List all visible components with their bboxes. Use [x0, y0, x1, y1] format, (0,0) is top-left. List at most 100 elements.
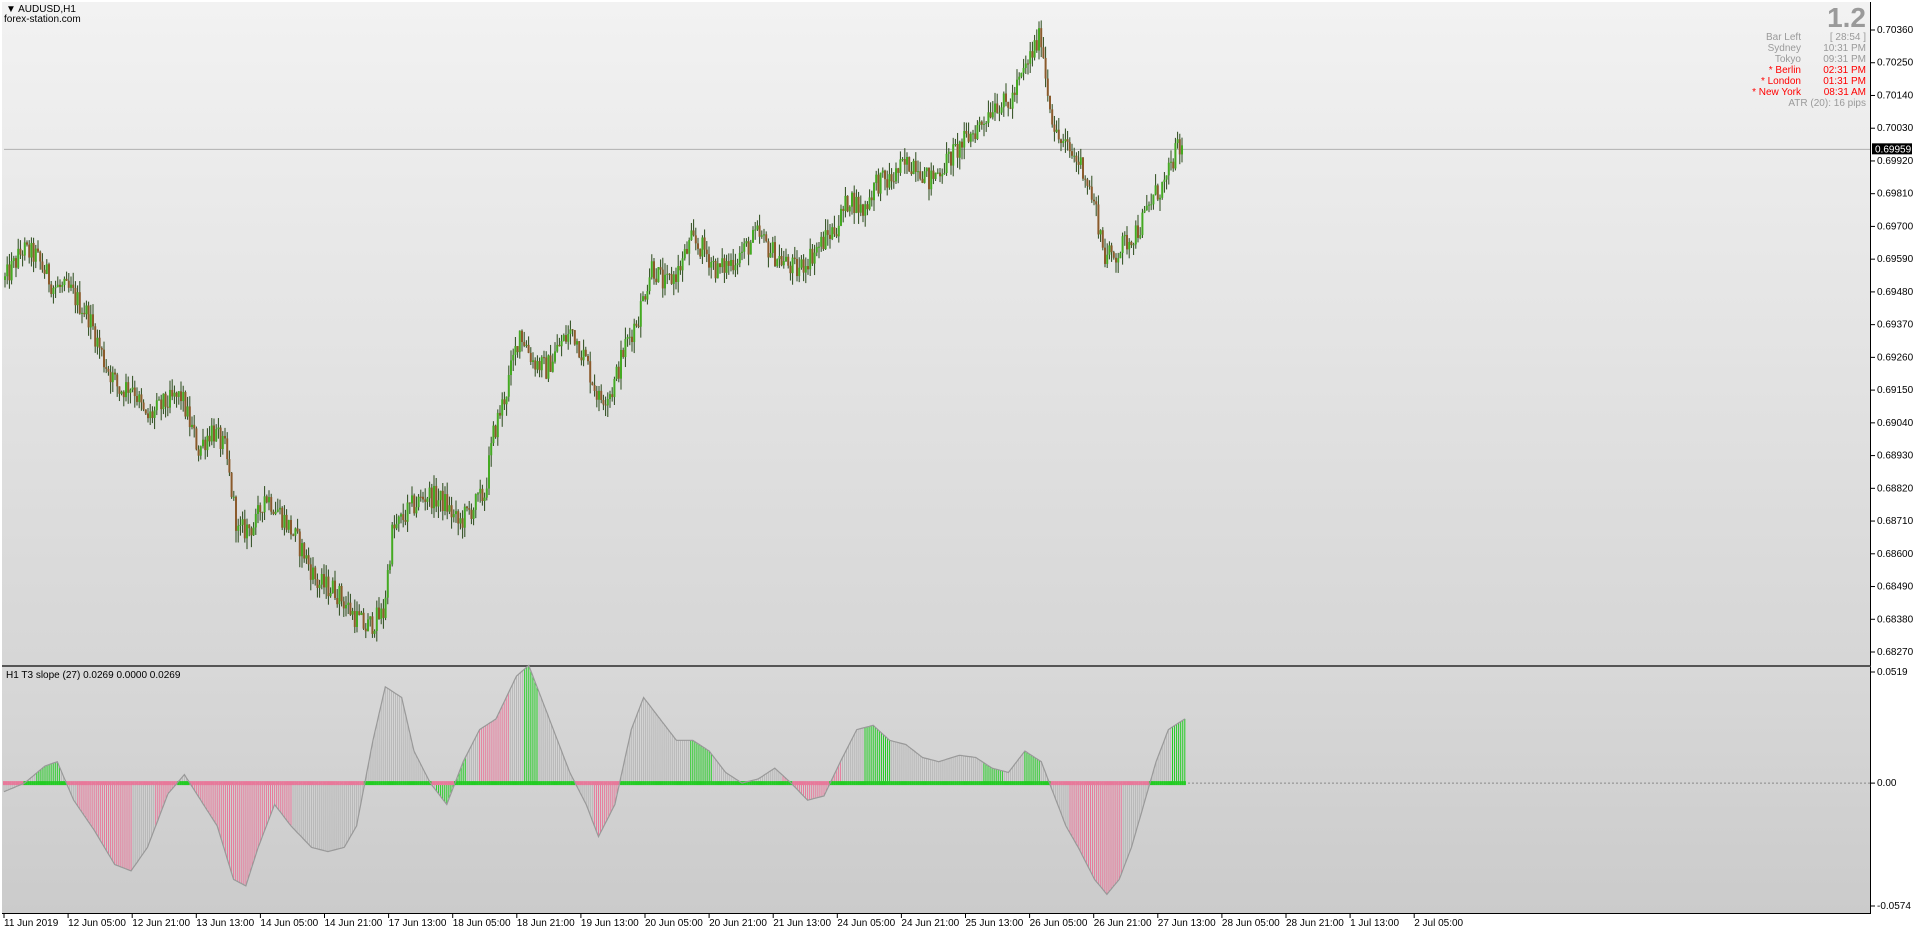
trend-band	[89, 781, 92, 786]
price-chart-panel[interactable]	[2, 2, 1871, 667]
trend-band	[927, 781, 930, 786]
trend-band	[529, 781, 532, 786]
candle-body	[78, 292, 81, 314]
trend-band	[970, 781, 973, 786]
trend-band	[242, 781, 245, 786]
trend-band	[695, 781, 698, 786]
candle-body	[991, 112, 994, 118]
trend-band	[1034, 781, 1037, 786]
candle-body	[259, 505, 262, 513]
candle-body	[263, 496, 266, 513]
trend-band	[978, 781, 981, 786]
candle-body	[1165, 175, 1168, 180]
trend-band	[285, 781, 288, 786]
candle-body	[628, 336, 631, 338]
candle-body	[855, 196, 858, 214]
candle-body	[444, 494, 446, 512]
candle-body	[111, 372, 114, 383]
trend-band	[1093, 781, 1096, 786]
trend-band	[203, 781, 206, 786]
candle-body	[503, 399, 506, 405]
candle-body	[963, 130, 966, 148]
trend-band	[1173, 781, 1176, 786]
trend-band	[806, 781, 809, 786]
candle-body	[296, 528, 299, 532]
symbol-title[interactable]: ▼ AUDUSD,H1	[6, 4, 76, 15]
trend-band	[132, 781, 135, 786]
candle-body	[820, 236, 823, 247]
candle-body	[340, 585, 343, 602]
current-price-label: 0.69959	[1875, 144, 1912, 155]
candle-body	[930, 170, 933, 190]
trend-band	[937, 781, 940, 786]
candle-body	[518, 330, 521, 353]
trend-band	[466, 781, 469, 786]
trend-band	[1032, 781, 1035, 786]
candle-body	[1108, 245, 1111, 255]
candle-body	[835, 234, 838, 237]
trend-band	[726, 781, 729, 786]
candle-body	[908, 156, 911, 172]
trend-band	[1120, 781, 1123, 786]
price-tick-label: 0.68380	[1877, 614, 1914, 625]
candle-body	[829, 234, 831, 239]
candle-body	[505, 396, 508, 405]
trend-band	[669, 781, 672, 786]
trend-band	[386, 781, 389, 786]
indicator-axis: 0.0519 0.00 -0.0574	[1871, 667, 1911, 912]
candle-body	[125, 382, 127, 398]
candle-body	[285, 514, 288, 530]
trend-band	[925, 781, 928, 786]
trend-band	[521, 781, 524, 786]
time-tick-label: 18 Jun 05:00	[453, 918, 511, 929]
trend-band	[964, 781, 967, 786]
candle-body	[1145, 205, 1148, 211]
trend-band	[646, 781, 649, 786]
candle-body	[1016, 79, 1018, 95]
trend-band	[556, 781, 559, 786]
trend-band	[1077, 781, 1080, 786]
session-time: 02:31 PM	[1823, 65, 1866, 76]
candle-body	[879, 172, 882, 194]
trend-band	[548, 781, 551, 786]
candle-body	[30, 242, 33, 258]
candle-body	[160, 399, 163, 410]
trend-band	[564, 781, 567, 786]
trend-band	[827, 781, 830, 786]
candle-body	[470, 509, 473, 519]
candle-body	[516, 346, 519, 353]
trend-band	[193, 781, 196, 786]
trend-band	[724, 781, 727, 786]
trend-band	[730, 781, 733, 786]
trend-band	[9, 781, 12, 786]
trend-band	[351, 781, 354, 786]
trend-band	[35, 781, 38, 786]
candle-body	[186, 406, 189, 417]
candle-body	[1075, 155, 1078, 162]
trend-band	[892, 781, 895, 786]
candle-body	[617, 366, 620, 379]
candle-body	[895, 168, 897, 182]
trend-band	[1103, 781, 1106, 786]
trend-band	[1130, 781, 1133, 786]
trend-band	[648, 781, 651, 786]
candle-body	[1178, 139, 1181, 155]
trend-band	[1114, 781, 1117, 786]
candle-body	[37, 248, 39, 252]
trend-band	[999, 781, 1002, 786]
dropdown-icon[interactable]: ▼	[6, 4, 19, 15]
candle-body	[155, 400, 158, 411]
candle-body	[615, 366, 618, 380]
candle-body	[199, 446, 202, 456]
trend-band	[29, 781, 32, 786]
trend-band	[1083, 781, 1086, 786]
candle-body	[492, 425, 495, 444]
trend-band	[236, 781, 239, 786]
trend-band	[759, 781, 762, 786]
trend-band	[439, 781, 442, 786]
candle-body	[1073, 155, 1076, 157]
trend-band	[890, 781, 893, 786]
trend-band	[302, 781, 305, 786]
candle-body	[941, 174, 944, 177]
candle-body	[864, 204, 867, 216]
